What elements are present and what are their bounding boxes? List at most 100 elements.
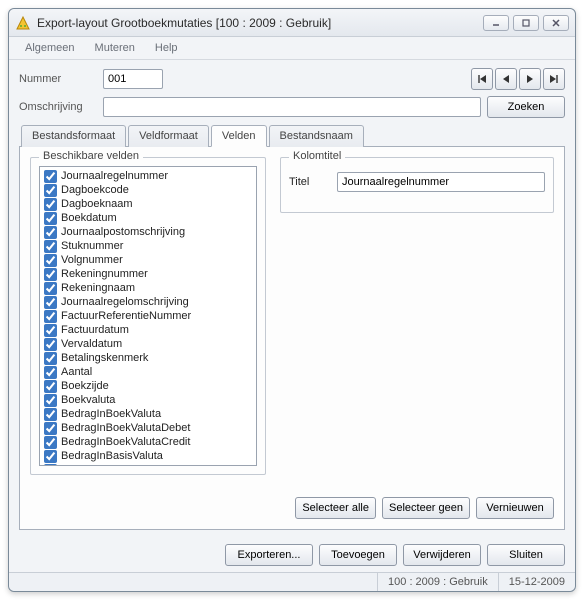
field-label: BedragInBoekValutaCredit: [61, 435, 190, 449]
field-item[interactable]: BedragInBoekValuta: [42, 407, 254, 421]
field-checkbox[interactable]: [44, 436, 57, 449]
field-label: BedragInBasisValutaDebet: [61, 463, 192, 466]
nummer-input[interactable]: [103, 69, 163, 89]
field-checkbox[interactable]: [44, 212, 57, 225]
field-checkbox[interactable]: [44, 338, 57, 351]
titel-input[interactable]: [337, 172, 545, 192]
field-label: Vervaldatum: [61, 337, 122, 351]
field-label: Rekeningnaam: [61, 281, 135, 295]
statusbar: 100 : 2009 : Gebruik 15-12-2009: [9, 572, 575, 591]
field-item[interactable]: Vervaldatum: [42, 337, 254, 351]
tab-velden[interactable]: Velden: [211, 125, 267, 147]
close-button[interactable]: [543, 15, 569, 31]
menu-muteren[interactable]: Muteren: [87, 40, 143, 56]
field-item[interactable]: Boekvaluta: [42, 393, 254, 407]
field-checkbox[interactable]: [44, 254, 57, 267]
field-item[interactable]: Rekeningnummer: [42, 267, 254, 281]
field-checkbox[interactable]: [44, 240, 57, 253]
field-label: BedragInBoekValutaDebet: [61, 421, 190, 435]
field-checkbox[interactable]: [44, 310, 57, 323]
field-checkbox[interactable]: [44, 324, 57, 337]
field-checkbox[interactable]: [44, 352, 57, 365]
field-item[interactable]: BedragInBasisValuta: [42, 449, 254, 463]
field-checkbox[interactable]: [44, 450, 57, 463]
nav-last-button[interactable]: [543, 68, 565, 90]
field-item[interactable]: Factuurdatum: [42, 323, 254, 337]
toevoegen-button[interactable]: Toevoegen: [319, 544, 397, 566]
omschrijving-label: Omschrijving: [19, 101, 97, 113]
exporteren-button[interactable]: Exporteren...: [225, 544, 313, 566]
field-checkbox[interactable]: [44, 268, 57, 281]
nummer-label: Nummer: [19, 73, 97, 85]
field-checkbox[interactable]: [44, 296, 57, 309]
field-item[interactable]: BedragInBoekValutaDebet: [42, 421, 254, 435]
field-item[interactable]: Journaalregelomschrijving: [42, 295, 254, 309]
field-item[interactable]: Dagboeknaam: [42, 197, 254, 211]
field-item[interactable]: BedragInBasisValutaDebet: [42, 463, 254, 466]
field-label: Rekeningnummer: [61, 267, 148, 281]
field-item[interactable]: Dagboekcode: [42, 183, 254, 197]
field-item[interactable]: Journaalregelnummer: [42, 169, 254, 183]
field-item[interactable]: BedragInBoekValutaCredit: [42, 435, 254, 449]
field-item[interactable]: Volgnummer: [42, 253, 254, 267]
refresh-button[interactable]: Vernieuwen: [476, 497, 554, 519]
field-label: Volgnummer: [61, 253, 123, 267]
tabstrip: Bestandsformaat Veldformaat Velden Besta…: [19, 124, 565, 147]
field-label: BedragInBoekValuta: [61, 407, 161, 421]
titel-label: Titel: [289, 176, 329, 188]
nummer-row: Nummer: [19, 68, 565, 90]
tab-bestandsformaat[interactable]: Bestandsformaat: [21, 125, 126, 147]
field-checkbox[interactable]: [44, 394, 57, 407]
field-item[interactable]: Aantal: [42, 365, 254, 379]
status-date: 15-12-2009: [498, 573, 575, 591]
field-label: Journaalpostomschrijving: [61, 225, 185, 239]
dialog-footer: Exporteren... Toevoegen Verwijderen Slui…: [9, 536, 575, 572]
omschrijving-input[interactable]: [103, 97, 481, 117]
field-label: BedragInBasisValuta: [61, 449, 163, 463]
app-icon: [15, 15, 31, 31]
field-checkbox[interactable]: [44, 184, 57, 197]
available-fields-list[interactable]: JournaalregelnummerDagboekcodeDagboeknaa…: [39, 166, 257, 466]
field-item[interactable]: Boekdatum: [42, 211, 254, 225]
status-spacer: [9, 573, 377, 591]
velden-panel: Beschikbare velden JournaalregelnummerDa…: [19, 147, 565, 530]
maximize-button[interactable]: [513, 15, 539, 31]
field-item[interactable]: Betalingskenmerk: [42, 351, 254, 365]
field-item[interactable]: FactuurReferentieNummer: [42, 309, 254, 323]
field-checkbox[interactable]: [44, 198, 57, 211]
select-none-button[interactable]: Selecteer geen: [382, 497, 470, 519]
field-label: Betalingskenmerk: [61, 351, 148, 365]
field-checkbox[interactable]: [44, 380, 57, 393]
field-checkbox[interactable]: [44, 170, 57, 183]
field-item[interactable]: Rekeningnaam: [42, 281, 254, 295]
tab-bestandsnaam[interactable]: Bestandsnaam: [269, 125, 364, 147]
field-label: Stuknummer: [61, 239, 123, 253]
select-all-button[interactable]: Selecteer alle: [295, 497, 376, 519]
field-checkbox[interactable]: [44, 422, 57, 435]
beschikbare-velden-group: Beschikbare velden JournaalregelnummerDa…: [30, 157, 266, 475]
field-item[interactable]: Journaalpostomschrijving: [42, 225, 254, 239]
minimize-button[interactable]: [483, 15, 509, 31]
field-checkbox[interactable]: [44, 464, 57, 467]
nav-prev-button[interactable]: [495, 68, 517, 90]
field-checkbox[interactable]: [44, 408, 57, 421]
field-label: Dagboeknaam: [61, 197, 133, 211]
window-frame: Export-layout Grootboekmutaties [100 : 2…: [8, 8, 576, 592]
menubar: Algemeen Muteren Help: [9, 37, 575, 60]
menu-algemeen[interactable]: Algemeen: [17, 40, 83, 56]
field-checkbox[interactable]: [44, 226, 57, 239]
omschrijving-row: Omschrijving Zoeken: [19, 96, 565, 118]
field-item[interactable]: Boekzijde: [42, 379, 254, 393]
sluiten-button[interactable]: Sluiten: [487, 544, 565, 566]
field-item[interactable]: Stuknummer: [42, 239, 254, 253]
field-checkbox[interactable]: [44, 366, 57, 379]
nav-first-button[interactable]: [471, 68, 493, 90]
field-label: Boekvaluta: [61, 393, 115, 407]
tab-veldformaat[interactable]: Veldformaat: [128, 125, 209, 147]
field-label: Journaalregelomschrijving: [61, 295, 189, 309]
zoeken-button[interactable]: Zoeken: [487, 96, 565, 118]
menu-help[interactable]: Help: [147, 40, 186, 56]
verwijderen-button[interactable]: Verwijderen: [403, 544, 481, 566]
nav-next-button[interactable]: [519, 68, 541, 90]
field-checkbox[interactable]: [44, 282, 57, 295]
